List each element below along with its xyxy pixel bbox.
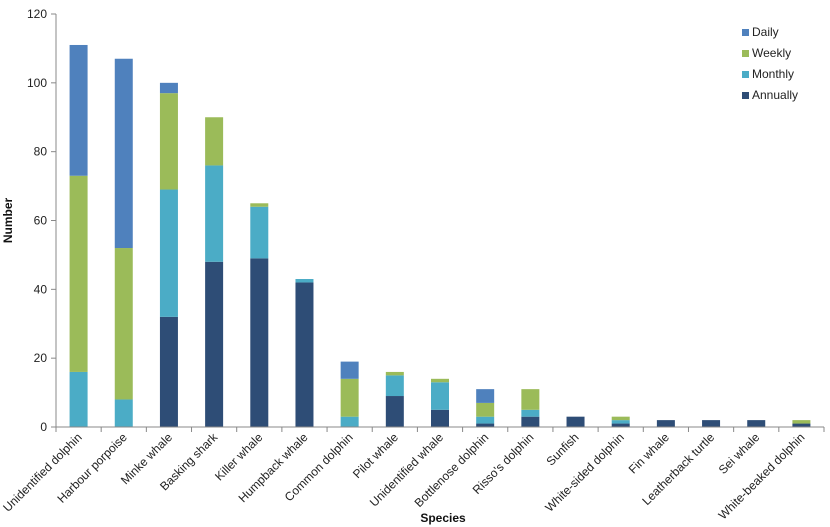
bar-segment [385,396,404,427]
legend-swatch [742,71,749,78]
legend: Daily Weekly Monthly Annually [742,25,798,102]
bar-segment [340,378,359,417]
x-tick-label: White-sided dolphin [542,430,626,514]
bar-segment [159,82,178,94]
bar-segment [385,371,404,376]
bar-segment [250,258,269,427]
x-tick-label: Sei whale [716,430,763,477]
bar-segment [340,361,359,379]
bar-segment [792,423,811,427]
y-tick-label: 60 [34,214,48,228]
bar-segment [205,165,224,262]
bar-segment [476,389,495,403]
legend-label: Weekly [752,46,791,60]
bars [69,44,811,427]
x-tick-label: Sunfish [543,430,581,468]
bar-segment [611,423,630,427]
bar-segment [476,423,495,427]
x-tick-label: Fin whale [626,430,672,476]
bar-segment [521,416,540,427]
bar-segment [114,58,133,249]
bar-segment [431,382,449,410]
x-axis-title: Species [420,511,466,525]
legend-swatch [742,29,749,36]
y-tick-label: 40 [34,282,48,296]
bar-segment [250,206,269,259]
bar-segment [250,203,269,207]
bar-segment [69,175,88,372]
bar-segment [159,93,178,190]
bar-segment [431,378,449,383]
bar-segment [747,420,766,427]
bar-segment [159,316,178,427]
bar-segment [702,420,721,427]
legend-swatch [742,50,749,57]
y-tick-label: 20 [34,351,48,365]
bar-segment [792,420,811,424]
bar-segment [340,416,359,427]
y-tick-label: 100 [27,76,47,90]
y-axis-title: Number [1,198,15,244]
bar-segment [69,44,88,176]
y-axis-ticks: 0 20 40 60 80 100 120 [27,7,56,434]
bar-segment [431,409,449,427]
bar-segment [205,261,224,427]
legend-label: Daily [752,25,779,39]
y-tick-label: 0 [40,420,47,434]
x-tick-label: White-beaked dolphin [716,430,808,522]
bar-segment [385,375,404,397]
bar-segment [114,248,133,400]
legend-swatch [742,92,749,99]
y-tick-label: 80 [34,145,48,159]
bar-segment [566,416,585,427]
bar-segment [69,371,88,427]
bar-segment [521,389,540,410]
legend-label: Monthly [752,67,794,81]
bar-segment [656,420,675,427]
legend-label: Annually [752,88,798,102]
bar-segment [521,409,540,417]
x-tick-label: Unidentified dolphin [0,430,84,514]
bar-segment [295,279,314,283]
y-tick-label: 120 [27,7,47,21]
bar-segment [476,402,495,417]
bar-segment [159,189,178,317]
bar-segment [476,416,495,424]
bar-segment [611,416,630,421]
bar-segment [205,117,224,166]
bar-segment [611,420,630,424]
bar-segment [295,282,314,427]
bar-segment [114,399,133,427]
